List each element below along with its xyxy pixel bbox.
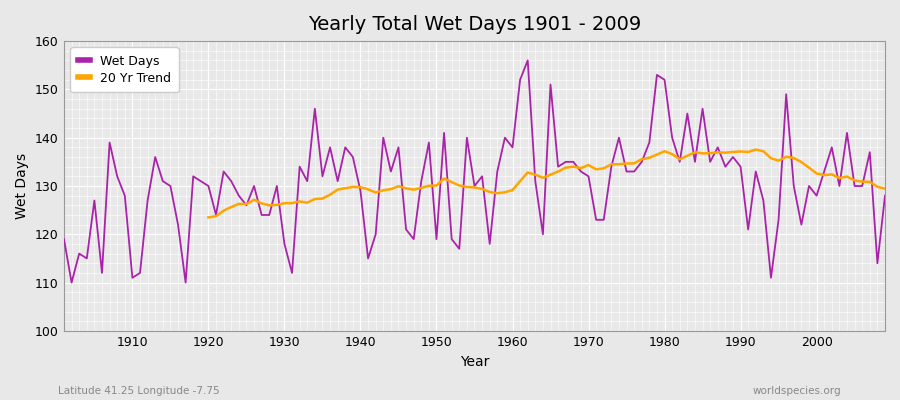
Text: Latitude 41.25 Longitude -7.75: Latitude 41.25 Longitude -7.75 xyxy=(58,386,220,396)
Wet Days xyxy=(127,275,138,280)
Wet Days xyxy=(67,280,77,285)
Legend: Wet Days, 20 Yr Trend: Wet Days, 20 Yr Trend xyxy=(70,47,179,92)
X-axis label: Year: Year xyxy=(460,355,490,369)
Line: Wet Days: Wet Days xyxy=(64,60,885,282)
Text: worldspecies.org: worldspecies.org xyxy=(753,386,842,396)
Title: Yearly Total Wet Days 1901 - 2009: Yearly Total Wet Days 1901 - 2009 xyxy=(308,15,641,34)
Wet Days xyxy=(340,145,351,150)
Line: 20 Yr Trend: 20 Yr Trend xyxy=(209,150,885,217)
20 Yr Trend xyxy=(409,187,419,192)
20 Yr Trend xyxy=(294,199,305,204)
20 Yr Trend xyxy=(879,186,890,191)
Wet Days xyxy=(614,135,625,140)
20 Yr Trend xyxy=(751,147,761,152)
20 Yr Trend xyxy=(203,215,214,220)
Wet Days xyxy=(879,193,890,198)
Wet Days xyxy=(522,58,533,63)
20 Yr Trend xyxy=(857,179,868,184)
20 Yr Trend xyxy=(788,156,799,160)
Y-axis label: Wet Days: Wet Days xyxy=(15,153,29,219)
Wet Days xyxy=(294,164,305,169)
20 Yr Trend xyxy=(674,157,685,162)
Wet Days xyxy=(58,237,69,242)
Wet Days xyxy=(507,145,517,150)
Wet Days xyxy=(515,77,526,82)
20 Yr Trend xyxy=(773,158,784,163)
